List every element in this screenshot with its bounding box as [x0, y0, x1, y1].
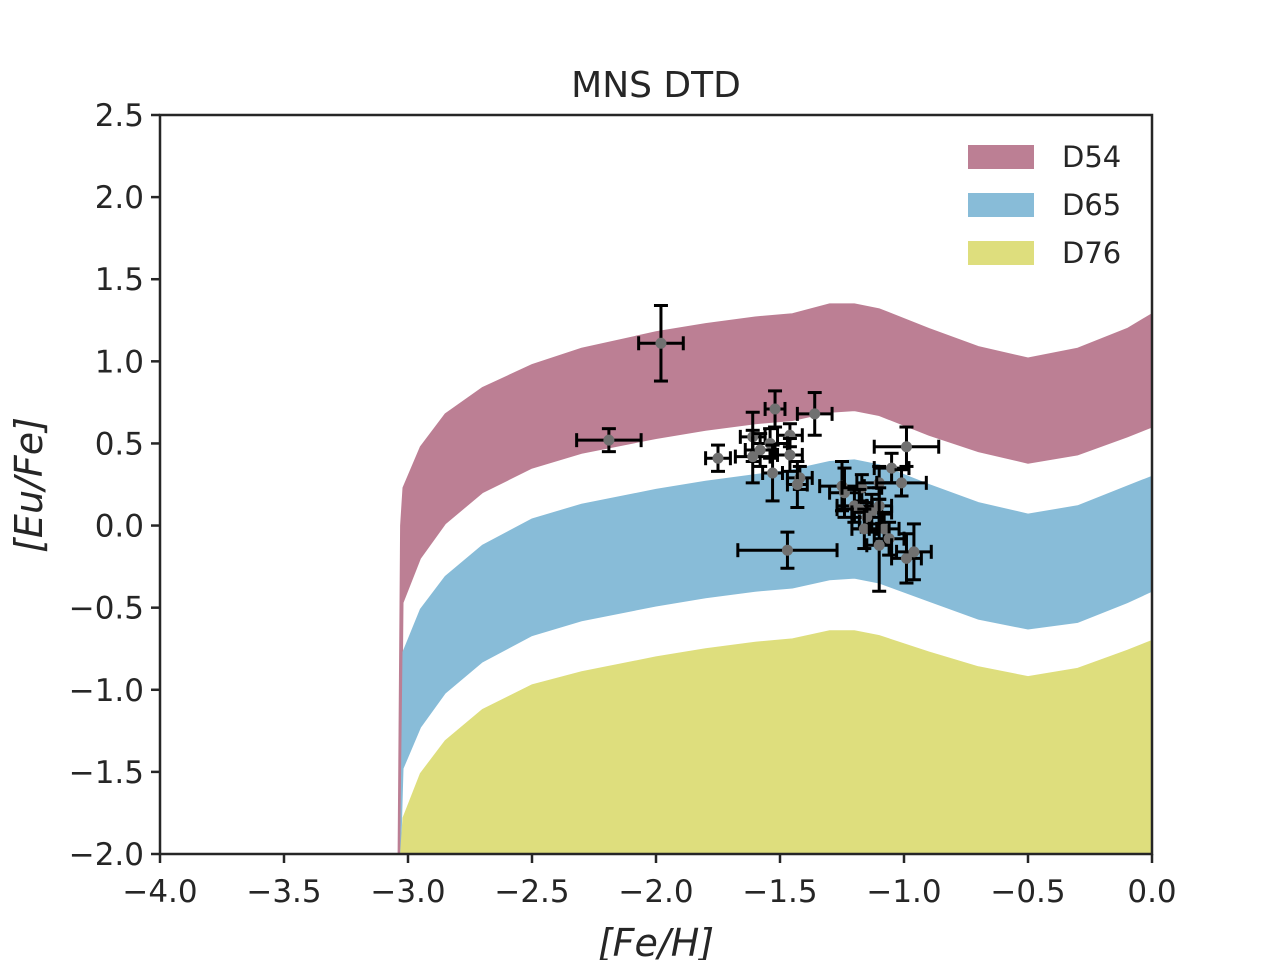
point-marker	[896, 477, 908, 489]
point-marker	[767, 467, 779, 479]
data-point	[761, 443, 784, 503]
data-point	[795, 391, 834, 437]
x-tick-label: −1.5	[742, 874, 817, 910]
data-point	[785, 460, 809, 509]
data-point	[865, 497, 894, 593]
point-marker	[900, 552, 912, 564]
legend-entry-d76: D76	[968, 236, 1121, 270]
y-tick-label: 2.0	[95, 180, 144, 216]
data-point	[875, 468, 928, 498]
x-tick-label: 0.0	[1127, 874, 1176, 910]
legend: D54 D65 D76	[968, 140, 1121, 270]
point-marker	[784, 449, 796, 461]
y-axis-label: [Eu/Fe]	[7, 417, 51, 553]
data-point	[704, 443, 732, 473]
data-point	[763, 389, 787, 429]
x-tick-label: −4.0	[122, 874, 197, 910]
plot-frame	[158, 113, 1154, 856]
data-point	[890, 532, 923, 585]
x-tick-label: −3.5	[246, 874, 321, 910]
point-marker	[712, 452, 724, 464]
data-point	[872, 425, 941, 468]
data-point	[733, 428, 772, 485]
point-marker	[858, 523, 870, 535]
data-point	[895, 522, 933, 582]
point-marker	[781, 544, 793, 556]
point-marker	[809, 408, 821, 420]
y-tick-label: 1.0	[95, 344, 144, 380]
ticks-layer: −4.0 −3.5 −3.0 −2.5 −2.0 −1.5 −1.0 −0.5 0.0 2.5 2.…	[69, 98, 1177, 910]
point-marker	[655, 337, 667, 349]
legend-label: D54	[1062, 140, 1121, 174]
point-marker	[747, 451, 759, 463]
legend-swatch	[968, 145, 1034, 169]
point-marker	[878, 523, 890, 535]
legend-entry-d65: D65	[968, 188, 1121, 222]
point-marker	[769, 403, 781, 415]
legend-label: D76	[1062, 236, 1121, 270]
data-point	[575, 427, 643, 454]
points-layer	[575, 303, 941, 593]
legend-label: D65	[1062, 188, 1121, 222]
legend-swatch	[968, 241, 1034, 265]
chart-title: MNS DTD	[571, 65, 741, 106]
x-tick-label: −1.0	[866, 874, 941, 910]
x-tick-label: −2.0	[618, 874, 693, 910]
y-tick-label: −1.0	[69, 673, 144, 709]
x-axis-label: [Fe/H]	[598, 921, 714, 960]
point-marker	[603, 434, 615, 446]
data-point	[637, 303, 685, 383]
point-marker	[754, 444, 766, 456]
point-marker	[900, 441, 912, 453]
legend-swatch	[968, 193, 1034, 217]
band-d76	[398, 630, 1153, 855]
x-tick-label: −2.5	[494, 874, 569, 910]
data-point	[776, 437, 804, 473]
y-tick-label: 0.0	[95, 509, 144, 545]
x-tick-label: −3.0	[370, 874, 445, 910]
bands-layer	[397, 303, 1153, 855]
point-marker	[791, 479, 803, 490]
legend-entry-d54: D54	[968, 140, 1121, 174]
y-tick-label: −0.5	[69, 591, 144, 627]
y-tick-label: 1.5	[95, 262, 144, 298]
data-point	[736, 530, 839, 570]
point-marker	[908, 546, 920, 558]
x-tick-label: −0.5	[990, 874, 1065, 910]
y-tick-label: −2.0	[69, 837, 144, 873]
y-tick-label: 2.5	[95, 98, 144, 134]
y-tick-label: 0.5	[95, 426, 144, 462]
point-marker	[886, 462, 898, 474]
point-marker	[873, 539, 885, 551]
y-tick-label: −1.5	[69, 755, 144, 791]
